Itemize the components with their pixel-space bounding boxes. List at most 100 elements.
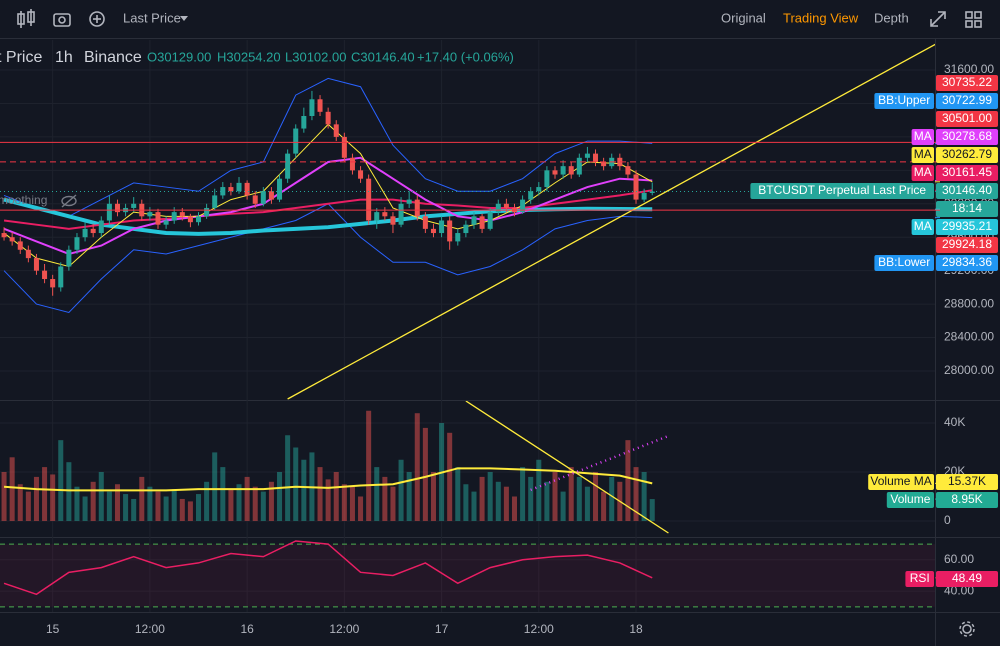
volume-bar	[430, 472, 436, 522]
price-source[interactable]: Last Price	[123, 10, 181, 25]
candle-body	[131, 203, 137, 208]
candle-body	[455, 233, 461, 242]
candle-body	[601, 161, 607, 167]
candle-body	[244, 182, 250, 196]
volume-bar	[511, 496, 518, 522]
indicator-line	[3, 156, 653, 255]
x-tick-label: 12:00	[135, 622, 165, 636]
tag-name-box	[874, 93, 934, 109]
x-tick-label: 16	[240, 622, 254, 636]
tag-name: RSI	[910, 571, 930, 585]
candle-body	[66, 249, 72, 267]
tab[interactable]: Depth	[874, 10, 909, 25]
candle-body	[301, 115, 307, 129]
candle-body	[447, 220, 453, 242]
candle-body	[479, 216, 485, 229]
tag-name: MA	[914, 219, 932, 233]
tag-value: 30735.22	[942, 75, 992, 89]
volume-bar	[455, 467, 461, 522]
candle-body	[147, 212, 153, 217]
volume-bar	[317, 467, 323, 522]
volume-bar	[228, 489, 234, 522]
tag-value-box	[936, 201, 998, 217]
grid-icon[interactable]	[965, 11, 982, 28]
candle-body	[382, 212, 388, 217]
tag-value-box	[936, 183, 998, 199]
volume-bar	[544, 481, 550, 522]
tag-value-box	[936, 165, 998, 181]
volume-bar	[187, 501, 193, 522]
legend-low: L30102.00	[285, 49, 346, 64]
x-tick-label: 12:00	[524, 622, 554, 636]
candle-body	[33, 258, 39, 271]
dropdown-arrow[interactable]	[180, 16, 188, 21]
candle-body	[74, 237, 80, 250]
volume-bar	[1, 472, 7, 522]
volume-bar	[277, 472, 283, 522]
volume-bar	[447, 432, 453, 522]
volume-bar	[236, 484, 242, 522]
candle-body	[187, 216, 193, 223]
volume-bar	[74, 486, 80, 522]
volume-bar	[625, 440, 631, 522]
volume-bar	[609, 476, 615, 522]
volume-bar	[171, 489, 177, 522]
candle-body	[398, 203, 404, 225]
x-tick-label: 17	[435, 622, 449, 636]
legend-change: +17.40 (+0.06%)	[417, 49, 514, 64]
volume-bar	[649, 499, 655, 522]
candle-body	[487, 212, 493, 229]
volume-bar	[106, 491, 112, 522]
volume-bar	[406, 472, 412, 522]
candle-body	[649, 191, 655, 193]
hide-icon[interactable]	[61, 194, 77, 208]
tab[interactable]: Trading View	[783, 10, 859, 25]
volume-bar	[25, 491, 31, 522]
volume-bar	[260, 491, 266, 522]
volume-bar	[268, 481, 274, 522]
volume-bar	[390, 486, 396, 522]
volume-bar	[66, 462, 72, 522]
tag-value-box	[936, 147, 998, 163]
fullscreen-icon[interactable]	[930, 11, 946, 27]
rsi-pane	[0, 540, 935, 608]
tag-value: 30501.00	[942, 111, 992, 125]
y-tick-label: 60.00	[944, 552, 974, 566]
tag-name: MA	[914, 147, 932, 161]
y-tick-label: 40K	[944, 415, 965, 429]
y-tick-label: 28400.00	[944, 330, 994, 344]
x-tick-label: 12:00	[329, 622, 359, 636]
tag-value-box	[936, 492, 998, 508]
candle-body	[228, 187, 234, 192]
camera-icon[interactable]	[53, 13, 71, 27]
x-tick-label: 15	[46, 622, 60, 636]
volume-bar	[560, 491, 566, 522]
candle-icon[interactable]	[17, 9, 35, 28]
candle-body	[277, 178, 283, 200]
candle-body	[309, 99, 315, 116]
volume-bar	[374, 467, 380, 522]
tab[interactable]: Original	[721, 10, 766, 25]
volume-bar	[252, 486, 258, 522]
tag-name-box	[911, 219, 934, 235]
candle-body	[503, 203, 509, 208]
tag-name: BTCUSDT Perpetual Last Price	[758, 183, 926, 197]
candle-body	[374, 212, 380, 221]
tag-name: Volume	[890, 492, 930, 506]
volume-bar	[9, 457, 15, 522]
tag-name-box	[868, 474, 934, 490]
volume-bar	[155, 491, 161, 522]
candle-body	[82, 228, 88, 238]
volume-bar	[528, 476, 534, 522]
candle-body	[236, 182, 242, 192]
settings-icon[interactable]	[959, 621, 975, 637]
volume-bar	[123, 494, 129, 522]
rsi-band-fill	[0, 544, 935, 607]
volume-bar	[50, 474, 56, 522]
x-tick-label: 18	[629, 622, 643, 636]
volume-bar	[520, 467, 526, 522]
add-icon[interactable]	[89, 11, 105, 27]
y-tick-label: 28800.00	[944, 296, 994, 310]
tag-name-box	[750, 183, 934, 199]
tag-name-box	[911, 165, 934, 181]
